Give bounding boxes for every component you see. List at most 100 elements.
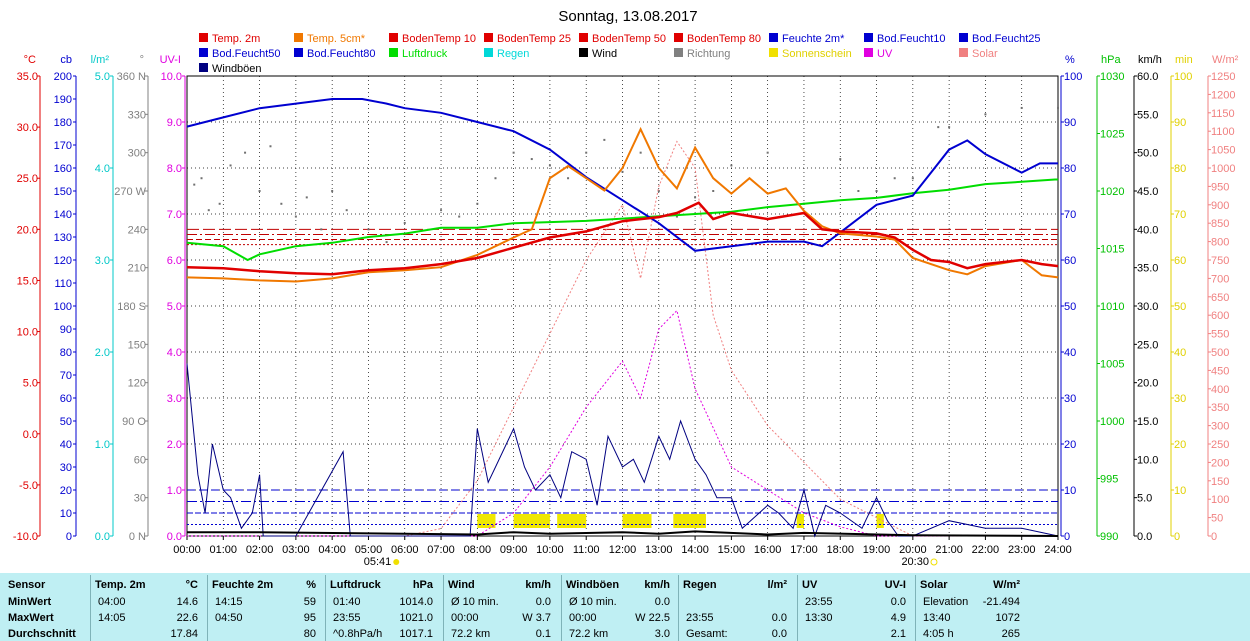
- stats-header-unit: hPa: [412, 579, 433, 591]
- stats-header-unit: W/m²: [993, 579, 1020, 591]
- direction-point: [305, 196, 308, 199]
- stats-cell-time: 00:00: [569, 612, 597, 624]
- direction-point: [320, 228, 323, 231]
- sunshine-bar: [796, 514, 804, 528]
- solar-tick-label: 400: [1211, 384, 1229, 396]
- cb-tick-label: 60: [60, 393, 72, 405]
- press-axis-unit: hPa: [1101, 54, 1121, 66]
- direction-point: [512, 151, 515, 154]
- direction-point: [937, 126, 940, 129]
- legend-label: UV: [877, 48, 893, 60]
- stats-cell-value: -21.494: [982, 596, 1020, 608]
- solar-tick-label: 200: [1211, 457, 1229, 469]
- legend-swatch: [294, 48, 303, 57]
- cb-tick-label: 180: [54, 117, 72, 129]
- sunshine-bar: [622, 514, 652, 528]
- sunshine-bar: [477, 514, 496, 528]
- hum-tick-label: 100: [1064, 71, 1082, 83]
- stats-cell-value: 4.9: [890, 612, 906, 624]
- hum-tick-label: 50: [1064, 301, 1076, 313]
- solar-tick-label: 350: [1211, 402, 1229, 414]
- series-solar: [187, 140, 1058, 537]
- dir-tick-label: 180 S: [117, 301, 146, 313]
- wind-tick-label: 35.0: [1137, 263, 1158, 275]
- solar-tick-label: 500: [1211, 347, 1229, 359]
- dir-tick-label: 330: [128, 109, 146, 121]
- stats-cell-time: 13:30: [805, 612, 833, 624]
- direction-point: [269, 145, 272, 148]
- solar-tick-label: 450: [1211, 365, 1229, 377]
- uv-tick-label: 8.0: [167, 163, 182, 175]
- direction-point: [603, 138, 606, 141]
- stats-cell-time: 72.2 km: [569, 628, 609, 640]
- uv-tick-label: 0.0: [167, 531, 182, 543]
- direction-point: [639, 151, 642, 154]
- direction-point: [730, 164, 733, 167]
- stats-cell-time: ^0.8hPa/h: [333, 628, 383, 640]
- hum-tick-label: 0: [1064, 531, 1070, 543]
- direction-point: [530, 158, 533, 161]
- stats-separator: [443, 575, 444, 641]
- legend-swatch: [674, 33, 683, 42]
- solar-tick-label: 0: [1211, 531, 1217, 543]
- temp-tick-label: -10.0: [13, 531, 38, 543]
- chart-title: Sonntag, 13.08.2017: [558, 8, 697, 25]
- legend-swatch: [864, 33, 873, 42]
- solar-axis-unit: W/m²: [1212, 54, 1239, 66]
- legend-label: Solar: [972, 48, 998, 60]
- stats-cell-value: W 22.5: [635, 612, 670, 624]
- direction-point: [458, 215, 461, 218]
- chart-series: [186, 98, 1059, 538]
- wind-tick-label: 20.0: [1137, 378, 1158, 390]
- sunrise-icon: [393, 559, 400, 565]
- solar-tick-label: 1250: [1211, 71, 1235, 83]
- stats-cell-value: 1021.0: [399, 612, 433, 624]
- uv-tick-label: 7.0: [167, 209, 182, 221]
- cb-tick-label: 50: [60, 416, 72, 428]
- cb-tick-label: 190: [54, 94, 72, 106]
- sunset-icon: [930, 558, 938, 566]
- hum-tick-label: 10: [1064, 485, 1076, 497]
- sun-tick-label: 10: [1174, 485, 1186, 497]
- sun-axis-unit: min: [1175, 54, 1193, 66]
- sun-tick-label: 40: [1174, 347, 1186, 359]
- sun-tick-label: 30: [1174, 393, 1186, 405]
- direction-point: [857, 190, 860, 192]
- stats-header-unit: %: [306, 579, 316, 591]
- legend-label: Bod.Feucht25: [972, 33, 1041, 45]
- stats-cell-time: Elevation: [923, 596, 969, 608]
- dir-tick-label: 240: [128, 224, 146, 236]
- stats-cell-time: 00:00: [451, 612, 479, 624]
- rain-tick-label: 3.0: [95, 255, 110, 267]
- press-tick-label: 1020: [1100, 186, 1124, 198]
- wind-tick-label: 55.0: [1137, 109, 1158, 121]
- legend-swatch: [864, 48, 873, 57]
- legend-label: Luftdruck: [402, 48, 448, 60]
- solar-tick-label: 1000: [1211, 163, 1235, 175]
- direction-point: [1057, 106, 1059, 109]
- solar-tick-label: 700: [1211, 273, 1229, 285]
- chart-axes: °C 35.0 30.0 25.0 20.0 15.0 10.0 5.0 0.0 -5.0 -10.…: [13, 54, 1239, 543]
- x-tick-label: 03:00: [282, 544, 310, 556]
- temp-tick-label: 35.0: [17, 71, 38, 83]
- x-tick-label: 00:00: [173, 544, 201, 556]
- legend-swatch: [579, 48, 588, 57]
- direction-point: [440, 209, 443, 212]
- x-tick-label: 05:00: [355, 544, 383, 556]
- direction-point: [403, 221, 406, 224]
- direction-point: [229, 164, 232, 167]
- stats-separator: [678, 575, 679, 641]
- rain-tick-label: 5.0: [95, 71, 110, 83]
- stats-row-label: MinWert: [8, 596, 52, 608]
- stats-cell-value: 0.1: [535, 628, 551, 640]
- stats-cell-value: 1072: [995, 612, 1020, 624]
- hum-tick-label: 30: [1064, 393, 1076, 405]
- wind-tick-label: 45.0: [1137, 186, 1158, 198]
- stats-cell-value: 0.0: [535, 596, 551, 608]
- cb-tick-label: 0: [66, 531, 72, 543]
- wind-tick-label: 15.0: [1137, 416, 1158, 428]
- press-tick-label: 1030: [1100, 71, 1124, 83]
- press-tick-label: 995: [1100, 474, 1118, 486]
- temp-tick-label: 30.0: [17, 122, 38, 134]
- temp-tick-label: 25.0: [17, 173, 38, 185]
